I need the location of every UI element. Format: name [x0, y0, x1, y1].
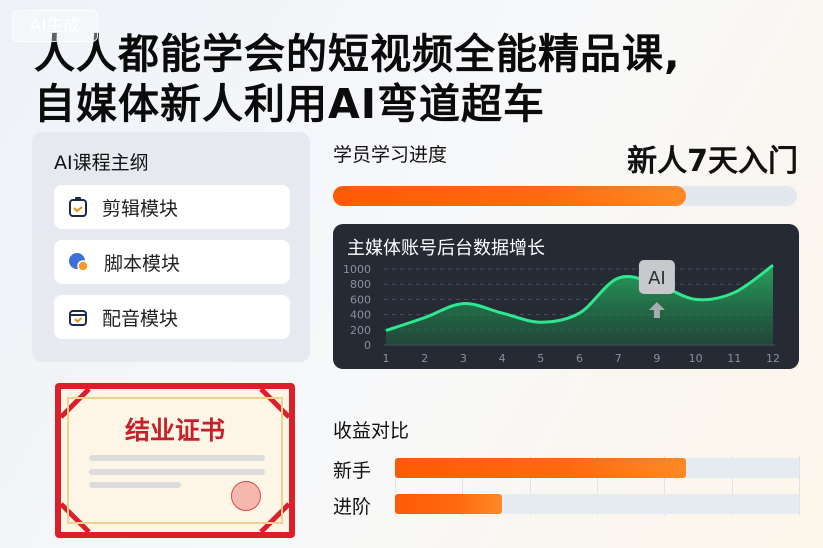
revenue-gridline [731, 456, 733, 516]
x-tick-label: 2 [421, 352, 428, 365]
x-tick-label: 4 [499, 352, 506, 365]
certificate-text-line [89, 455, 265, 461]
syllabus-item-editing[interactable]: 剪辑模块 [54, 185, 290, 229]
syllabus-item-label: 配音模块 [102, 307, 179, 330]
revenue-gridline [529, 456, 531, 516]
revenue-bar-advanced [395, 494, 799, 514]
headline-line-2: 自媒体新人利用AI弯道超车 [34, 80, 545, 128]
growth-chart: 主媒体账号后台数据增长 0 200 400 600 800 1000 1 2 3 4 5 6 7 9 10 1… [333, 224, 799, 369]
x-tick-label: 1 [383, 352, 390, 365]
y-tick-label: 800 [350, 278, 371, 291]
clipboard-check-icon [69, 197, 87, 217]
syllabus-item-label: 脚本模块 [104, 252, 181, 275]
progress-bar-fill [333, 186, 686, 206]
series-area [386, 265, 773, 345]
syllabus-item-script[interactable]: 脚本模块 [54, 240, 290, 284]
certificate-text-line [89, 469, 265, 475]
headline-line-1: 人人都能学会的短视频全能精品课, [34, 30, 681, 78]
certificate-seal [231, 481, 261, 511]
y-tick-label: 0 [364, 339, 371, 352]
revenue-bar-fill [395, 458, 686, 478]
ai-badge [638, 260, 675, 294]
progress-bar [333, 186, 797, 206]
x-tick-label: 7 [615, 352, 622, 365]
x-tick-label: 12 [766, 352, 780, 365]
x-tick-label: 5 [537, 352, 544, 365]
syllabus-item-label: 剪辑模块 [102, 197, 179, 220]
chat-bubble-icon [69, 253, 89, 272]
revenue-gridline [596, 456, 598, 516]
x-tick-label: 10 [689, 352, 703, 365]
y-tick-label: 400 [350, 309, 371, 322]
x-tick-label: 6 [576, 352, 583, 365]
y-tick-label: 600 [350, 293, 371, 306]
progress-headline: 新人7天入门 [627, 144, 798, 179]
x-tick-label: 11 [727, 352, 741, 365]
folder-check-icon [69, 310, 87, 326]
syllabus-panel: AI课程主纲 剪辑模块 脚本模块 配音模块 [32, 132, 310, 362]
revenue-row-label: 新手 [333, 460, 372, 482]
x-tick-label: 3 [460, 352, 467, 365]
syllabus-item-voiceover[interactable]: 配音模块 [54, 295, 290, 339]
revenue-bar-beginner [395, 458, 799, 478]
certificate-border [67, 397, 283, 524]
revenue-gridline [664, 456, 666, 516]
certificate-corner-ribbons [61, 389, 289, 532]
series-line [385, 263, 774, 332]
revenue-row-label: 进阶 [333, 496, 372, 518]
chart-title: 主媒体账号后台数据增长 [347, 238, 545, 259]
revenue-gridline [462, 456, 464, 516]
y-tick-label: 1000 [343, 263, 371, 276]
progress-label: 学员学习进度 [333, 144, 448, 166]
certificate-text-line [89, 482, 181, 488]
revenue-gridline [395, 456, 396, 516]
certificate-card: 结业证书 [55, 383, 295, 538]
syllabus-title: AI课程主纲 [54, 152, 149, 174]
revenue-title: 收益对比 [333, 420, 410, 442]
y-tick-label: 200 [350, 324, 371, 337]
revenue-gridline [798, 456, 800, 516]
ai-badge-label: AI [648, 268, 666, 289]
arrow-up-icon [648, 302, 665, 318]
revenue-bar-fill [395, 494, 503, 514]
ai-generated-watermark: AI生成 [12, 10, 98, 42]
certificate-title: 结业证书 [124, 416, 225, 445]
x-tick-label: 9 [653, 352, 660, 365]
